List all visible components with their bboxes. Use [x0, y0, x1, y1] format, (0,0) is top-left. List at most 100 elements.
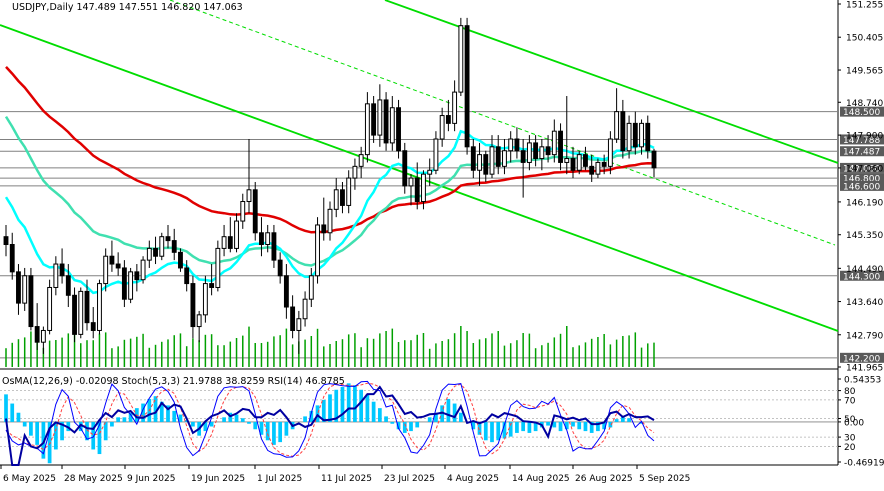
candle-body	[265, 232, 271, 246]
candle	[265, 224, 271, 253]
candle	[146, 240, 152, 268]
time-tick-label: 14 Aug 2025	[512, 474, 570, 484]
candle	[259, 217, 264, 257]
candle-body	[439, 115, 445, 140]
candle	[614, 88, 620, 143]
candle	[539, 139, 545, 171]
level-label: 146.600	[843, 182, 880, 192]
candle-body	[97, 283, 102, 331]
time-tick-label: 4 Aug 2025	[447, 474, 499, 484]
candle	[277, 252, 283, 284]
time-tick-label: 19 Jun 2025	[191, 474, 245, 484]
candle	[140, 256, 146, 284]
candle	[28, 267, 34, 331]
candle	[246, 139, 252, 214]
candle-body	[327, 208, 333, 234]
candle-body	[626, 122, 632, 152]
candle	[109, 240, 115, 272]
candle-body	[464, 25, 470, 148]
candle	[190, 275, 196, 339]
candle-body	[520, 150, 526, 163]
candle	[178, 248, 183, 272]
candle	[321, 197, 327, 241]
candle	[383, 92, 389, 151]
candle-body	[59, 263, 65, 277]
candle	[84, 279, 90, 331]
candle	[221, 224, 227, 257]
price-tick-label: 143.640	[846, 298, 883, 308]
candle	[601, 154, 607, 175]
price-tick-label: 151.255	[846, 1, 883, 11]
time-tick-label: 28 May 2025	[64, 474, 123, 484]
candle-body	[545, 146, 551, 156]
candle-body	[53, 263, 59, 288]
candle	[240, 193, 246, 229]
candle	[346, 170, 352, 214]
time-tick-label: 23 Jul 2025	[384, 474, 435, 484]
candle-body	[402, 150, 408, 187]
price-tick-label: 141.965	[846, 364, 883, 374]
candle-body	[190, 283, 196, 328]
candle-body	[620, 111, 626, 152]
time-tick-label: 11 Jul 2025	[321, 474, 372, 484]
candle-body	[165, 236, 171, 242]
candle-body	[115, 263, 121, 269]
candle-body	[227, 236, 233, 249]
candle-body	[47, 286, 53, 331]
candle	[545, 135, 551, 163]
candle	[159, 232, 165, 261]
candle	[427, 158, 433, 186]
candle	[252, 181, 258, 241]
candle-body	[539, 146, 545, 160]
candle-body	[495, 146, 501, 167]
candle-body	[358, 154, 364, 167]
level-label: 148.500	[843, 108, 880, 118]
candle-body	[277, 259, 283, 277]
candle	[78, 287, 84, 339]
candle-body	[259, 232, 264, 246]
level-label-bg	[840, 162, 884, 173]
candle-body	[427, 169, 433, 175]
candle-body	[184, 267, 190, 285]
candle	[352, 158, 358, 190]
candle-body	[377, 99, 383, 136]
candle	[576, 150, 582, 175]
candle	[445, 99, 451, 132]
candle-body	[196, 314, 202, 328]
candle-body	[171, 240, 177, 253]
candle	[171, 228, 177, 261]
candle	[308, 267, 314, 308]
candle-body	[202, 283, 208, 316]
candle-body	[639, 122, 644, 148]
candle-body	[651, 150, 657, 169]
candle	[40, 326, 46, 354]
candle-body	[128, 271, 134, 300]
candle-body	[570, 158, 576, 171]
candle	[396, 99, 401, 159]
candle-body	[383, 99, 389, 144]
candle	[514, 127, 520, 159]
candle-body	[607, 138, 613, 167]
candle-body	[458, 25, 464, 93]
candle	[72, 287, 77, 343]
candle	[315, 217, 320, 284]
candle	[3, 224, 9, 257]
candle-body	[215, 247, 221, 288]
candle	[564, 96, 570, 175]
level-label: 147.060	[843, 164, 880, 174]
candle-body	[178, 251, 183, 269]
candle-body	[364, 103, 370, 156]
candle	[402, 142, 408, 194]
candle-body	[502, 150, 507, 167]
candle	[639, 119, 644, 155]
candle-body	[340, 189, 345, 206]
candle-body	[90, 322, 96, 331]
candle	[296, 310, 302, 354]
candle	[626, 115, 632, 159]
price-tick-label: 144.490	[846, 265, 883, 275]
candle-body	[576, 154, 582, 171]
price-tick-label: 146.190	[846, 198, 883, 208]
candle	[464, 17, 470, 155]
candle	[327, 201, 333, 241]
candle-body	[533, 142, 539, 160]
